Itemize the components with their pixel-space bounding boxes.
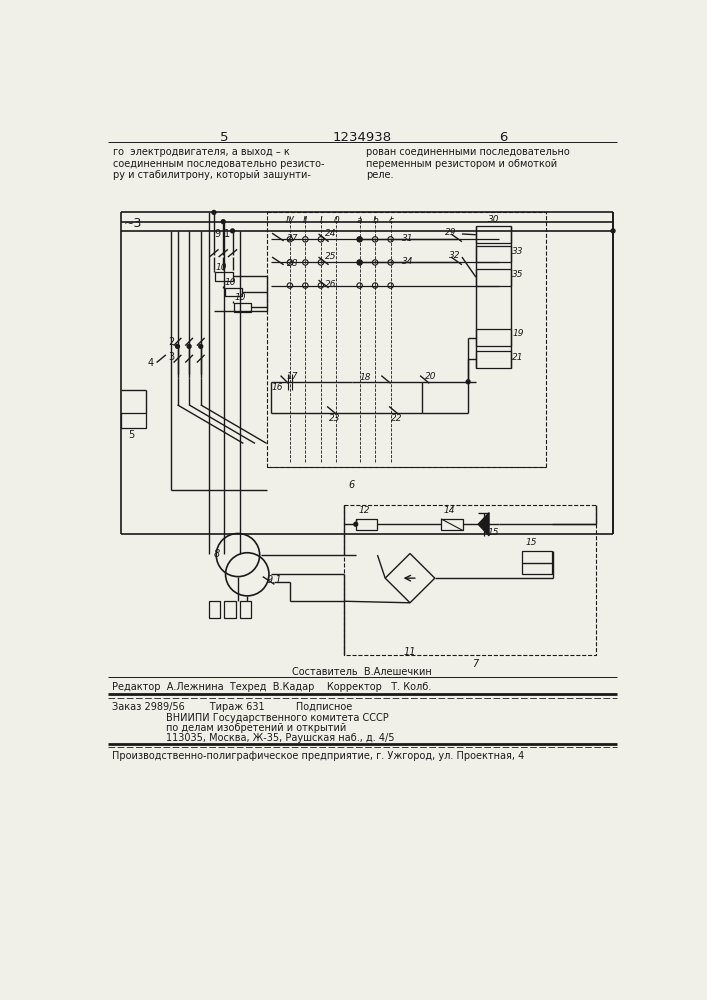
Text: го  электродвигателя, а выход – к
соединенным последовательно резисто-
ру и стаб: го электродвигателя, а выход – к соедине… [113,147,325,180]
Text: Производственно-полиграфическое предприятие, г. Ужгород, ул. Проектная, 4: Производственно-полиграфическое предприя… [112,751,524,761]
Text: 26: 26 [325,280,337,289]
Text: ~3: ~3 [123,217,141,230]
Text: 7: 7 [472,659,478,669]
Circle shape [199,344,203,348]
Circle shape [230,229,235,233]
Text: Составитель  В.Алешечкин: Составитель В.Алешечкин [292,667,432,677]
Bar [476,351,510,368]
Text: 15: 15 [488,528,499,537]
Text: 35: 35 [513,270,524,279]
Text: I: I [320,216,322,225]
Circle shape [611,229,615,233]
Text: c: c [388,216,393,225]
Circle shape [212,210,216,214]
Text: 5: 5 [220,131,228,144]
Text: Заказ 2989/56        Тираж 631          Подписное: Заказ 2989/56 Тираж 631 Подписное [112,702,352,712]
Text: 17: 17 [287,372,298,381]
Text: 1234938: 1234938 [332,131,392,144]
Bar [209,601,220,618]
Text: 0: 0 [334,216,339,225]
Text: 21: 21 [513,353,524,362]
Text: 16: 16 [271,383,283,392]
Bar [121,413,146,428]
Text: 27: 27 [287,234,298,243]
Bar [476,246,510,262]
Text: 9: 9 [215,229,221,239]
Text: 113035, Москва, Ж-35, Раушская наб., д. 4/5: 113035, Москва, Ж-35, Раушская наб., д. … [166,733,395,743]
Text: 10: 10 [216,263,227,272]
Text: 12: 12 [358,506,370,515]
Text: 1: 1 [224,229,230,239]
Text: 19: 19 [513,329,524,338]
Text: 9.1: 9.1 [267,575,282,585]
Text: 18: 18 [360,373,371,382]
Text: 6: 6 [499,131,507,144]
Text: 4: 4 [147,358,153,368]
Text: рован соединенными последовательно
переменным резистором и обмоткой
реле.: рован соединенными последовательно перем… [366,147,570,180]
Text: 28: 28 [287,259,298,268]
Bar [441,519,462,530]
Text: II: II [303,216,308,225]
Text: IV: IV [286,216,294,225]
Text: 32: 32 [449,251,460,260]
Text: 2: 2 [168,337,175,347]
Text: 23: 23 [329,414,340,423]
Circle shape [466,380,470,384]
Text: 22: 22 [391,414,402,423]
Bar [224,601,235,618]
Text: 6: 6 [348,480,354,490]
Bar [225,288,242,296]
Circle shape [221,220,225,224]
Text: ВНИИПИ Государственного комитета СССР: ВНИИПИ Государственного комитета СССР [166,713,389,723]
Text: 11: 11 [404,647,416,657]
Bar [356,519,378,530]
Text: b: b [373,216,378,225]
Polygon shape [478,513,489,536]
Text: 10: 10 [225,278,236,287]
Text: 33: 33 [513,247,524,256]
Bar [234,303,251,312]
Text: 14: 14 [443,506,455,515]
Text: 34: 34 [402,257,414,266]
Circle shape [187,344,191,348]
Text: 20: 20 [425,372,436,381]
Circle shape [354,522,358,526]
Text: 3: 3 [168,352,175,362]
Text: 31: 31 [402,234,414,243]
Bar [240,601,251,618]
Bar [522,551,552,574]
Text: 10: 10 [234,293,245,302]
Bar [476,226,510,243]
Bar [476,329,510,346]
Text: по делам изобретений и открытий: по делам изобретений и открытий [166,723,346,733]
Text: 24: 24 [325,229,337,238]
Text: Редактор  А.Лежнина  Техред  В.Кадар    Корректор   Т. Колб.: Редактор А.Лежнина Техред В.Кадар Коррек… [112,682,431,692]
Text: 29: 29 [445,228,457,237]
Text: 5: 5 [128,430,134,440]
Text: 15: 15 [525,538,537,547]
Bar [476,269,510,286]
Bar [216,272,233,281]
Text: 8: 8 [214,549,220,559]
Circle shape [175,344,180,348]
Text: 30: 30 [488,215,499,224]
Circle shape [358,237,361,241]
Circle shape [358,261,361,264]
Text: a: a [357,216,363,225]
Text: 25: 25 [325,252,337,261]
